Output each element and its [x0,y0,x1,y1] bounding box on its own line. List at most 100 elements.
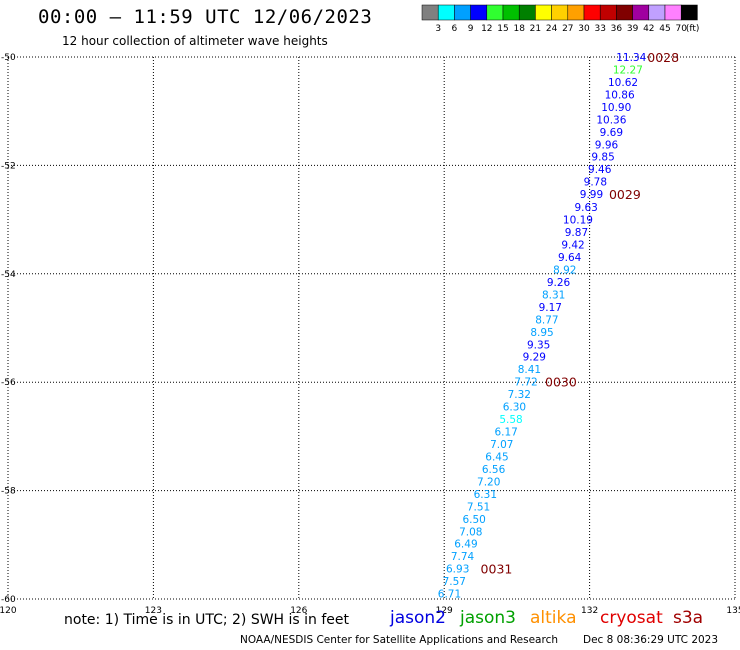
x-tick-label: 120 [0,606,17,616]
wave-height-value: 6.49 [454,539,477,551]
wave-height-value: 8.31 [542,289,565,301]
wave-height-value: 9.96 [595,139,619,151]
axis-ticks: 120 123 126 129 132 135 -50 -52 -54 -56 -58 -60 [0,53,740,616]
wave-height-value: 7.07 [490,439,513,451]
wave-height-value: 9.35 [527,339,550,351]
wave-height-value: 6.50 [462,514,485,526]
wave-height-value: 7.08 [459,526,482,538]
legend-tick-label: 45 [659,24,670,34]
wave-height-value: 10.90 [601,102,631,114]
wave-height-value: 8.92 [553,264,576,276]
legend-swatch [567,4,585,21]
legend-tick-label: 36 [611,24,623,34]
wave-height-value: 6.93 [446,564,469,576]
wave-height-value: 9.69 [600,127,623,139]
wave-height-value: 10.36 [596,114,626,126]
wave-height-value: 10.19 [563,215,593,227]
legend-tick-label: 18 [513,24,525,34]
pass-time-label: 0031 [481,562,513,577]
legend-swatch [454,4,471,21]
legend-tick-label: 21 [530,24,541,34]
satellite-label-s3a: s3a [673,608,704,628]
wave-height-value: 7.57 [443,576,466,588]
y-tick-label: -60 [1,595,16,605]
legend-swatch [648,4,666,21]
legend-tick-label: 33 [594,24,605,34]
wave-height-value: 5.58 [499,414,522,426]
legend-swatch [502,4,520,21]
chart-subtitle: 12 hour collection of altimeter wave hei… [62,34,328,48]
legend-swatch [616,4,633,21]
legend-swatch [437,4,455,21]
legend-swatch [486,4,504,21]
legend-swatch [680,4,698,21]
wave-height-value: 9.46 [588,164,612,176]
y-tick-label: -50 [1,53,16,63]
data-marks: 11.3412.2710.6210.8610.9010.369.699.969.… [438,50,679,601]
wave-height-value: 9.85 [591,152,614,164]
x-tick-label: 129 [436,606,453,616]
wave-height-value: 6.30 [503,402,526,414]
legend-swatch [664,4,682,21]
generated-timestamp: Dec 8 08:36:29 UTC 2023 [583,634,719,646]
x-tick-label: 126 [290,606,307,616]
satellite-label-cryosat: cryosat [600,608,663,628]
x-tick-label: 132 [581,606,598,616]
wave-height-value: 6.45 [485,451,508,463]
legend-tick-label: 15 [497,24,508,34]
legend-swatch [535,4,552,21]
legend-tick-label: 70 [675,24,687,34]
wave-height-value: 6.31 [474,489,497,501]
wave-height-value: 9.42 [561,240,584,252]
chart-title: 00:00 – 11:59 UTC 12/06/2023 [38,6,373,28]
color-scale-legend: 3 6 9 12 15 18 21 24 27 30 33 36 39 42 45 70(ft) [421,4,700,34]
legend-tick-label: 3 [435,24,441,34]
x-tick-label: 123 [145,606,162,616]
legend-swatch [518,4,536,21]
legend-swatch [421,4,439,21]
satellite-label-altika: altika [530,608,577,628]
legend-tick-label: 9 [468,24,474,34]
wave-height-value: 9.64 [558,252,582,264]
wave-height-value: 6.71 [438,589,461,601]
wave-height-value: 6.17 [494,427,517,439]
legend-swatch [583,4,601,21]
plot-area [7,56,736,600]
y-tick-label: -52 [1,161,16,171]
y-tick-label: -56 [1,378,16,388]
legend-swatch [470,4,488,21]
wave-height-value: 6.56 [482,464,506,476]
satellite-label-jason2: jason2 [390,608,446,628]
legend-tick-label: 39 [627,24,639,34]
legend-tick-label: 24 [546,24,558,34]
wave-height-value: 10.62 [608,77,638,89]
wave-height-value: 8.41 [518,364,541,376]
wave-height-value: 9.17 [539,302,562,314]
wave-height-value: 12.27 [613,64,643,76]
wave-height-value: 9.99 [580,189,603,201]
wave-height-value: 8.95 [530,327,553,339]
legend-tick-label: 30 [578,24,590,34]
wave-height-value: 10.86 [605,89,635,101]
wave-height-value: 7.32 [508,389,531,401]
legend-swatch [632,4,650,21]
y-tick-label: -58 [1,487,16,497]
pass-time-label: 0028 [647,50,679,65]
legend-unit: (ft) [686,24,700,34]
credit-text: NOAA/NESDIS Center for Satellite Applica… [240,634,558,646]
x-tick-label: 135 [726,606,740,616]
pass-time-label: 0030 [545,375,577,390]
wave-height-value: 9.26 [547,277,571,289]
wave-height-value: 9.87 [565,227,588,239]
pass-time-label: 0029 [609,187,641,202]
wave-height-value: 9.63 [574,202,597,214]
wave-height-value: 7.20 [477,476,500,488]
legend-tick-label: 27 [562,24,573,34]
legend-swatch [551,4,569,21]
legend-swatch [599,4,617,21]
wave-height-value: 9.29 [523,352,546,364]
satellite-label-jason3: jason3 [460,608,516,628]
wave-height-value: 7.72 [514,377,537,389]
legend-tick-label: 12 [481,24,492,34]
